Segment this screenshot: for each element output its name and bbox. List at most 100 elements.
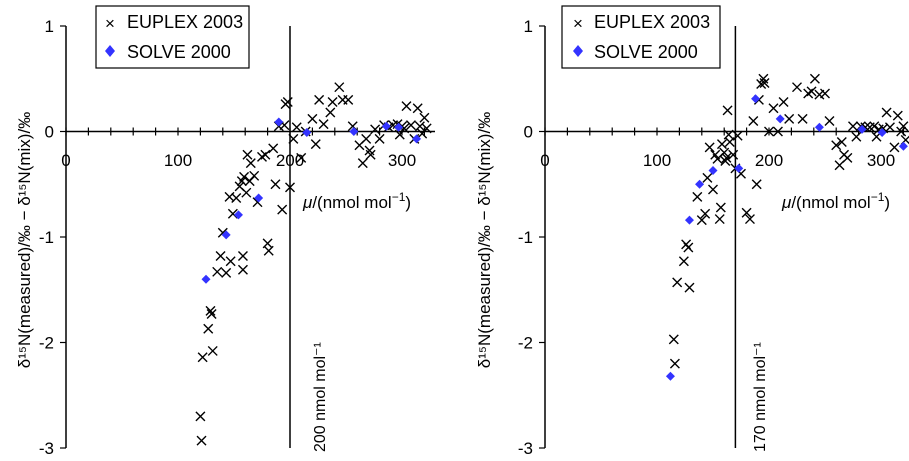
y-tick-label: -2 — [518, 334, 533, 353]
euplex-point — [421, 123, 432, 134]
euplex-point — [270, 179, 281, 190]
euplex-point — [714, 214, 725, 225]
euplex-point — [831, 140, 842, 151]
solve-point — [751, 94, 761, 104]
euplex-point — [401, 101, 412, 112]
euplex-point — [318, 119, 329, 130]
euplex-point — [898, 121, 909, 132]
solve-point — [775, 114, 785, 124]
euplex-point — [249, 170, 260, 181]
euplex-point — [708, 184, 718, 195]
euplex-point — [307, 113, 318, 124]
euplex-point — [744, 214, 755, 225]
euplex-point — [748, 115, 759, 126]
euplex-point — [245, 158, 256, 169]
y-tick-label: -3 — [39, 439, 54, 458]
euplex-point — [370, 124, 381, 135]
euplex-point — [365, 149, 376, 160]
legend-box — [95, 5, 250, 69]
euplex-point — [848, 121, 858, 132]
x-tick-label: 0 — [61, 151, 70, 170]
euplex-point — [225, 256, 236, 267]
euplex-point — [374, 133, 385, 144]
euplex-point — [700, 208, 711, 219]
euplex-point — [419, 112, 430, 123]
euplex-point — [207, 345, 218, 356]
solve-point — [877, 128, 887, 138]
y-tick-label: -2 — [39, 334, 54, 353]
euplex-point — [724, 137, 735, 148]
solve-point — [233, 210, 243, 220]
euplex-point — [784, 113, 795, 124]
legend-box — [561, 5, 721, 69]
x-tick-label: 0 — [540, 151, 549, 170]
euplex-point — [692, 191, 703, 202]
euplex-point — [314, 94, 325, 105]
euplex-point — [704, 142, 715, 153]
euplex-point — [296, 152, 307, 163]
legend-marker-solve — [105, 45, 115, 57]
x-tick-label: 300 — [388, 151, 416, 170]
euplex-point — [237, 250, 248, 261]
euplex-point — [394, 129, 405, 140]
solve-point — [221, 230, 231, 240]
euplex-point — [732, 130, 743, 141]
y-tick-label: 0 — [524, 123, 533, 142]
euplex-point — [282, 96, 293, 107]
euplex-point — [669, 358, 680, 369]
solve-point — [898, 141, 908, 151]
euplex-point — [772, 126, 783, 137]
euplex-point — [414, 121, 425, 132]
euplex-point — [756, 79, 767, 90]
solve-point — [254, 193, 264, 203]
solve-point — [394, 122, 404, 132]
solve-point — [201, 274, 211, 284]
euplex-point — [884, 122, 895, 133]
euplex-point — [806, 86, 817, 97]
euplex-point — [221, 267, 232, 278]
y-tick-label: -1 — [518, 228, 533, 247]
euplex-point — [260, 149, 271, 160]
x-tick-label: 200 — [755, 151, 783, 170]
euplex-point — [206, 309, 217, 320]
euplex-point — [227, 208, 238, 219]
euplex-point — [242, 149, 253, 160]
euplex-point — [288, 133, 299, 144]
legend: × EUPLEX 2003 SOLVE 2000 — [95, 5, 250, 69]
euplex-point — [357, 158, 368, 169]
legend-label-solve: SOLVE 2000 — [594, 42, 698, 62]
euplex-point — [719, 147, 730, 158]
euplex-point — [702, 172, 713, 183]
x-tick-label: 100 — [164, 151, 192, 170]
y-tick-label: -3 — [518, 439, 533, 458]
euplex-point — [797, 113, 808, 124]
euplex-point — [196, 435, 207, 446]
euplex-point — [764, 126, 774, 137]
euplex-point — [820, 88, 830, 99]
euplex-point — [239, 171, 250, 182]
solve-point — [734, 163, 744, 173]
euplex-point — [215, 250, 226, 261]
euplex-point — [291, 122, 302, 133]
x-axis-label: μ/(nmol mol−1) — [781, 190, 890, 212]
euplex-point — [678, 256, 689, 267]
left-chart: δ¹⁵N(measured)/‰ − δ¹⁵N(mix)/‰ 1 0 -1 -2 -3 0… — [15, 5, 435, 458]
solve-point — [412, 134, 422, 144]
solve-point — [814, 122, 824, 132]
euplex-point — [310, 139, 321, 150]
y-axis-label: δ¹⁵N(measured)/‰ − δ¹⁵N(mix)/‰ — [15, 112, 34, 368]
euplex-point — [778, 96, 789, 107]
euplex-point — [720, 156, 731, 167]
y-tick-label: 1 — [524, 17, 533, 36]
legend-marker-euplex: × — [573, 14, 583, 33]
euplex-point — [834, 160, 845, 171]
euplex-point — [741, 207, 752, 218]
euplex-point — [809, 73, 820, 84]
solve-point — [684, 215, 694, 225]
euplex-point — [343, 94, 354, 105]
right-chart: δ¹⁵N(measured)/‰ − δ¹⁵N(mix)/‰ 1 0 -1 -2 -3 0… — [475, 5, 909, 458]
x-axis-label: μ/(nmol mol−1) — [302, 190, 411, 212]
euplex-point — [241, 187, 252, 198]
euplex-point — [842, 152, 853, 163]
